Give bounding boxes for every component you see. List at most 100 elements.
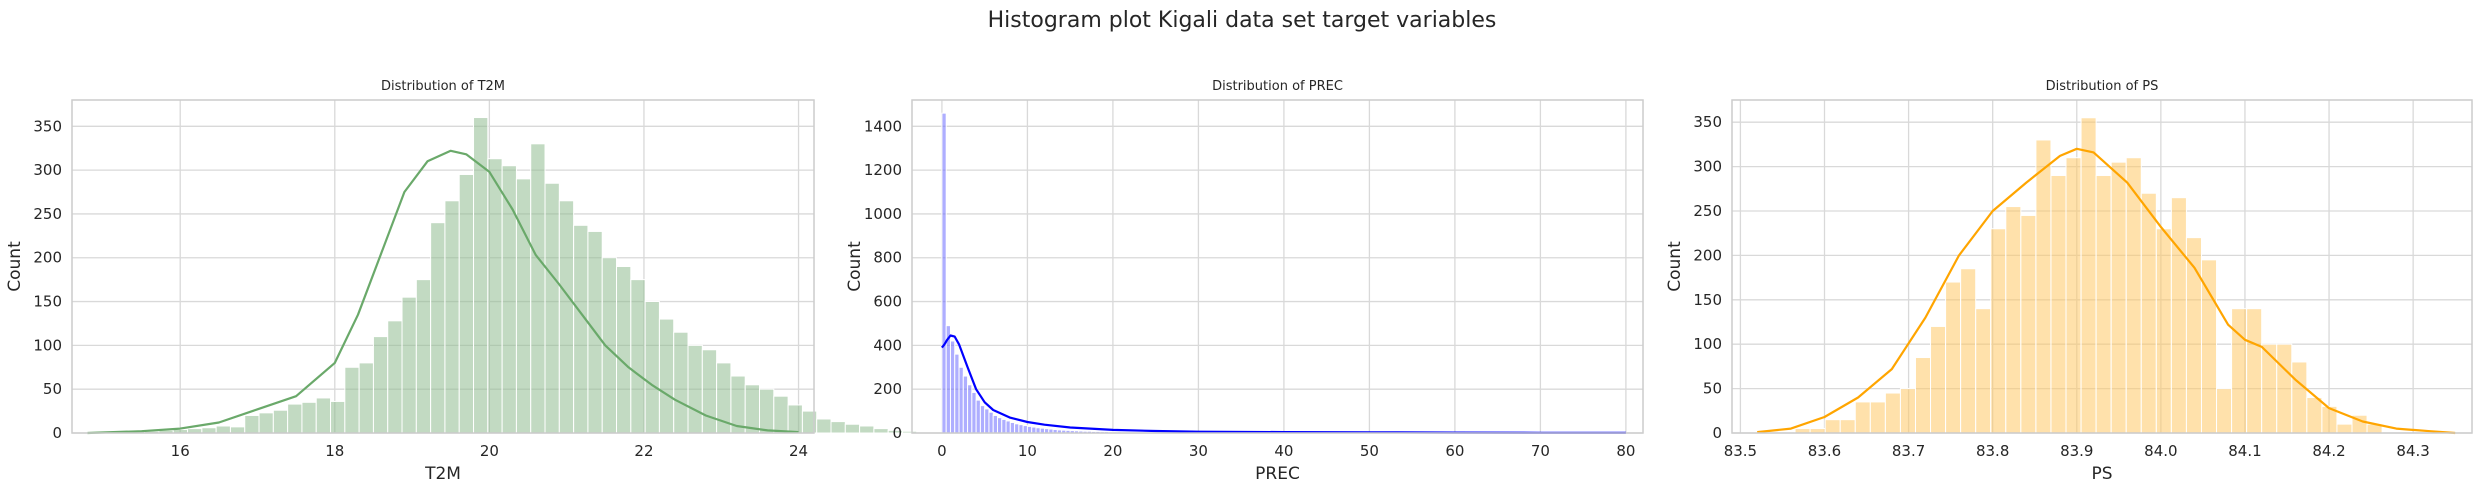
histogram-bar bbox=[979, 405, 986, 434]
histogram-bar bbox=[401, 296, 417, 434]
y-tick-label: 0 bbox=[892, 424, 902, 442]
y-tick-label: 250 bbox=[1693, 202, 1722, 220]
histogram-bar bbox=[2276, 343, 2293, 434]
y-tick-label: 150 bbox=[33, 293, 62, 311]
histogram-bar bbox=[941, 112, 947, 434]
histogram-bar bbox=[2050, 174, 2067, 434]
histogram-bar bbox=[984, 408, 990, 434]
histogram-bar bbox=[996, 417, 1003, 434]
histogram-bar bbox=[630, 279, 646, 434]
y-tick-label: 300 bbox=[33, 161, 62, 179]
histogram-bar bbox=[658, 318, 675, 434]
histogram-bar bbox=[949, 340, 956, 434]
x-tick-label: 20 bbox=[1103, 442, 1122, 460]
histogram-bar bbox=[558, 200, 575, 434]
histogram-bar bbox=[1022, 425, 1028, 434]
histogram-bar bbox=[415, 279, 432, 434]
histogram-bars bbox=[86, 117, 946, 434]
histogram-bar bbox=[287, 403, 303, 434]
y-tick-label: 1000 bbox=[864, 205, 902, 223]
kde-line bbox=[87, 149, 799, 435]
histogram-bar bbox=[2140, 192, 2157, 434]
histogram-bar bbox=[1031, 426, 1037, 434]
chart-panel-3: 0 50 100 150 200 250 300 350 83.5 83.6 83.7 83.8 83.… bbox=[1665, 79, 2473, 484]
histogram-bar bbox=[1930, 325, 1947, 434]
y-tick-label: 350 bbox=[1693, 113, 1722, 131]
y-tick-label: 50 bbox=[1703, 380, 1722, 398]
histogram-bar bbox=[2261, 343, 2278, 434]
histogram-bar bbox=[2080, 117, 2097, 434]
y-tick-label: 100 bbox=[33, 336, 62, 354]
histogram-bar bbox=[330, 400, 346, 434]
histogram-bar bbox=[258, 412, 274, 434]
histogram-bar bbox=[573, 224, 589, 434]
chart-title: Distribution of PREC bbox=[1212, 79, 1343, 94]
histogram-bar bbox=[1990, 228, 2007, 434]
histogram-bar bbox=[1026, 425, 1033, 434]
histogram-bar bbox=[844, 423, 861, 434]
histogram-bar bbox=[2216, 388, 2233, 434]
x-tick-label: 20 bbox=[480, 442, 499, 460]
histogram-bar bbox=[1839, 419, 1856, 434]
y-tick-label: 50 bbox=[43, 380, 62, 398]
histogram-bar bbox=[444, 200, 460, 434]
histogram-bar bbox=[458, 173, 475, 434]
x-tick-label: 60 bbox=[1445, 442, 1464, 460]
x-axis-label: PREC bbox=[1255, 464, 1300, 484]
histogram-bar bbox=[301, 401, 317, 434]
histogram-bar bbox=[1884, 392, 1901, 434]
chart-title: Distribution of PS bbox=[2046, 79, 2159, 94]
y-axis-label: Count bbox=[845, 241, 865, 292]
histogram-bar bbox=[272, 409, 289, 434]
histogram-bar bbox=[1005, 420, 1011, 434]
histogram-bar bbox=[859, 425, 875, 434]
y-tick-label: 100 bbox=[1693, 335, 1722, 353]
histogram-bar bbox=[487, 158, 503, 434]
kde-line bbox=[1757, 147, 2456, 435]
histogram-bar bbox=[315, 397, 332, 434]
histogram-bar bbox=[673, 331, 689, 434]
x-tick-label: 84.0 bbox=[2144, 442, 2177, 460]
figure-suptitle: Histogram plot Kigali data set target va… bbox=[988, 8, 1497, 33]
x-tick-label: 83.7 bbox=[1892, 442, 1925, 460]
histogram-bar bbox=[2020, 214, 2037, 434]
histogram-bar bbox=[958, 366, 964, 434]
x-tick-label: 84.3 bbox=[2396, 442, 2429, 460]
axes-frame bbox=[1731, 99, 2473, 434]
y-tick-label: 150 bbox=[1693, 291, 1722, 309]
y-tick-label: 0 bbox=[1712, 424, 1722, 442]
histogram-bar bbox=[2200, 259, 2218, 434]
histogram-bar bbox=[1914, 357, 1932, 434]
histogram-bar bbox=[1869, 401, 1886, 434]
histogram-bar bbox=[644, 301, 660, 434]
histogram-bar bbox=[2231, 308, 2248, 434]
y-tick-label: 350 bbox=[33, 117, 62, 135]
x-tick-label: 83.5 bbox=[1724, 442, 1757, 460]
y-tick-label: 200 bbox=[33, 249, 62, 267]
x-tick-label: 83.9 bbox=[2060, 442, 2093, 460]
histogram-bar bbox=[967, 384, 973, 434]
histogram-bar bbox=[992, 414, 998, 434]
x-tick-label: 80 bbox=[1616, 442, 1635, 460]
histogram-bar bbox=[787, 404, 803, 434]
chart-title: Distribution of T2M bbox=[381, 79, 505, 94]
histogram-bar bbox=[816, 418, 832, 434]
histogram-bar bbox=[975, 399, 981, 434]
histogram-bar bbox=[1960, 268, 1977, 434]
histogram-bar bbox=[1945, 281, 1962, 434]
kde-line bbox=[941, 334, 1626, 434]
histogram-bar bbox=[515, 178, 532, 434]
histogram-bar bbox=[1035, 427, 1041, 434]
histogram-bars bbox=[1794, 117, 2383, 434]
histogram-bar bbox=[962, 375, 969, 434]
y-tick-label: 200 bbox=[1693, 246, 1722, 264]
y-tick-label: 1200 bbox=[864, 161, 902, 179]
histogram-bar bbox=[2336, 423, 2353, 434]
x-tick-label: 40 bbox=[1274, 442, 1293, 460]
histogram-bar bbox=[358, 362, 374, 434]
histogram-bar bbox=[1009, 421, 1016, 434]
y-tick-label: 250 bbox=[33, 205, 62, 223]
histogram-bar bbox=[430, 222, 446, 434]
histogram-bar bbox=[2095, 174, 2112, 434]
